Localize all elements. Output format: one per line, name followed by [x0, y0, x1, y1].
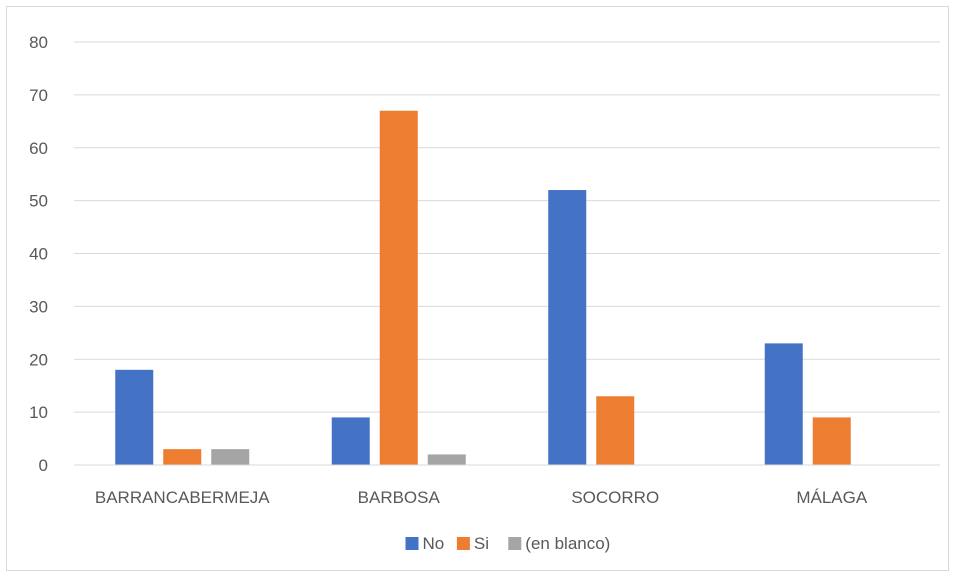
category-label: MÁLAGA — [796, 488, 868, 507]
bar-no-2 — [548, 190, 587, 466]
legend-swatch — [456, 537, 470, 550]
y-tick-label: 80 — [29, 33, 48, 52]
legend-label: Si — [474, 534, 489, 553]
y-tick-label: 10 — [29, 403, 48, 422]
bar-si-1 — [379, 110, 418, 466]
bars — [115, 110, 851, 466]
bar-en-blanco-1 — [427, 454, 466, 465]
category-labels: BARRANCABERMEJA BARBOSA SOCORRO MÁLAGA — [95, 488, 868, 507]
bar-no-3 — [764, 343, 803, 465]
y-tick-label: 30 — [29, 297, 48, 316]
category-label: BARRANCABERMEJA — [95, 488, 270, 507]
y-axis-ticks: 0 10 20 30 40 50 60 70 80 — [29, 33, 48, 475]
y-tick-label: 70 — [29, 86, 48, 105]
y-tick-label: 60 — [29, 139, 48, 158]
gridlines — [74, 41, 940, 413]
chart-frame — [6, 6, 949, 571]
y-tick-label: 0 — [39, 456, 48, 475]
y-tick-label: 20 — [29, 350, 48, 369]
legend-swatch — [508, 537, 522, 550]
bar-no-0 — [115, 369, 154, 465]
bar-si-3 — [812, 417, 851, 465]
bar-si-2 — [596, 396, 635, 465]
bar-no-1 — [331, 417, 370, 465]
bar-si-0 — [163, 449, 202, 465]
y-tick-label: 50 — [29, 192, 48, 211]
legend-swatch — [405, 537, 419, 550]
bar-en-blanco-0 — [211, 449, 250, 465]
category-label: SOCORRO — [571, 488, 659, 507]
legend: No Si (en blanco) — [405, 534, 610, 553]
y-tick-label: 40 — [29, 245, 48, 264]
legend-label: No — [423, 534, 445, 553]
legend-label: (en blanco) — [525, 534, 610, 553]
category-label: BARBOSA — [358, 488, 441, 507]
